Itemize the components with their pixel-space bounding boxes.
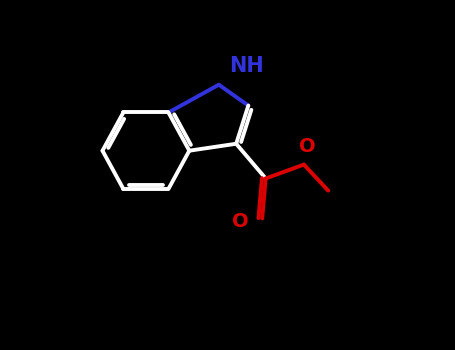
Text: O: O [232,212,248,231]
Text: O: O [299,137,316,156]
Text: NH: NH [229,56,264,76]
